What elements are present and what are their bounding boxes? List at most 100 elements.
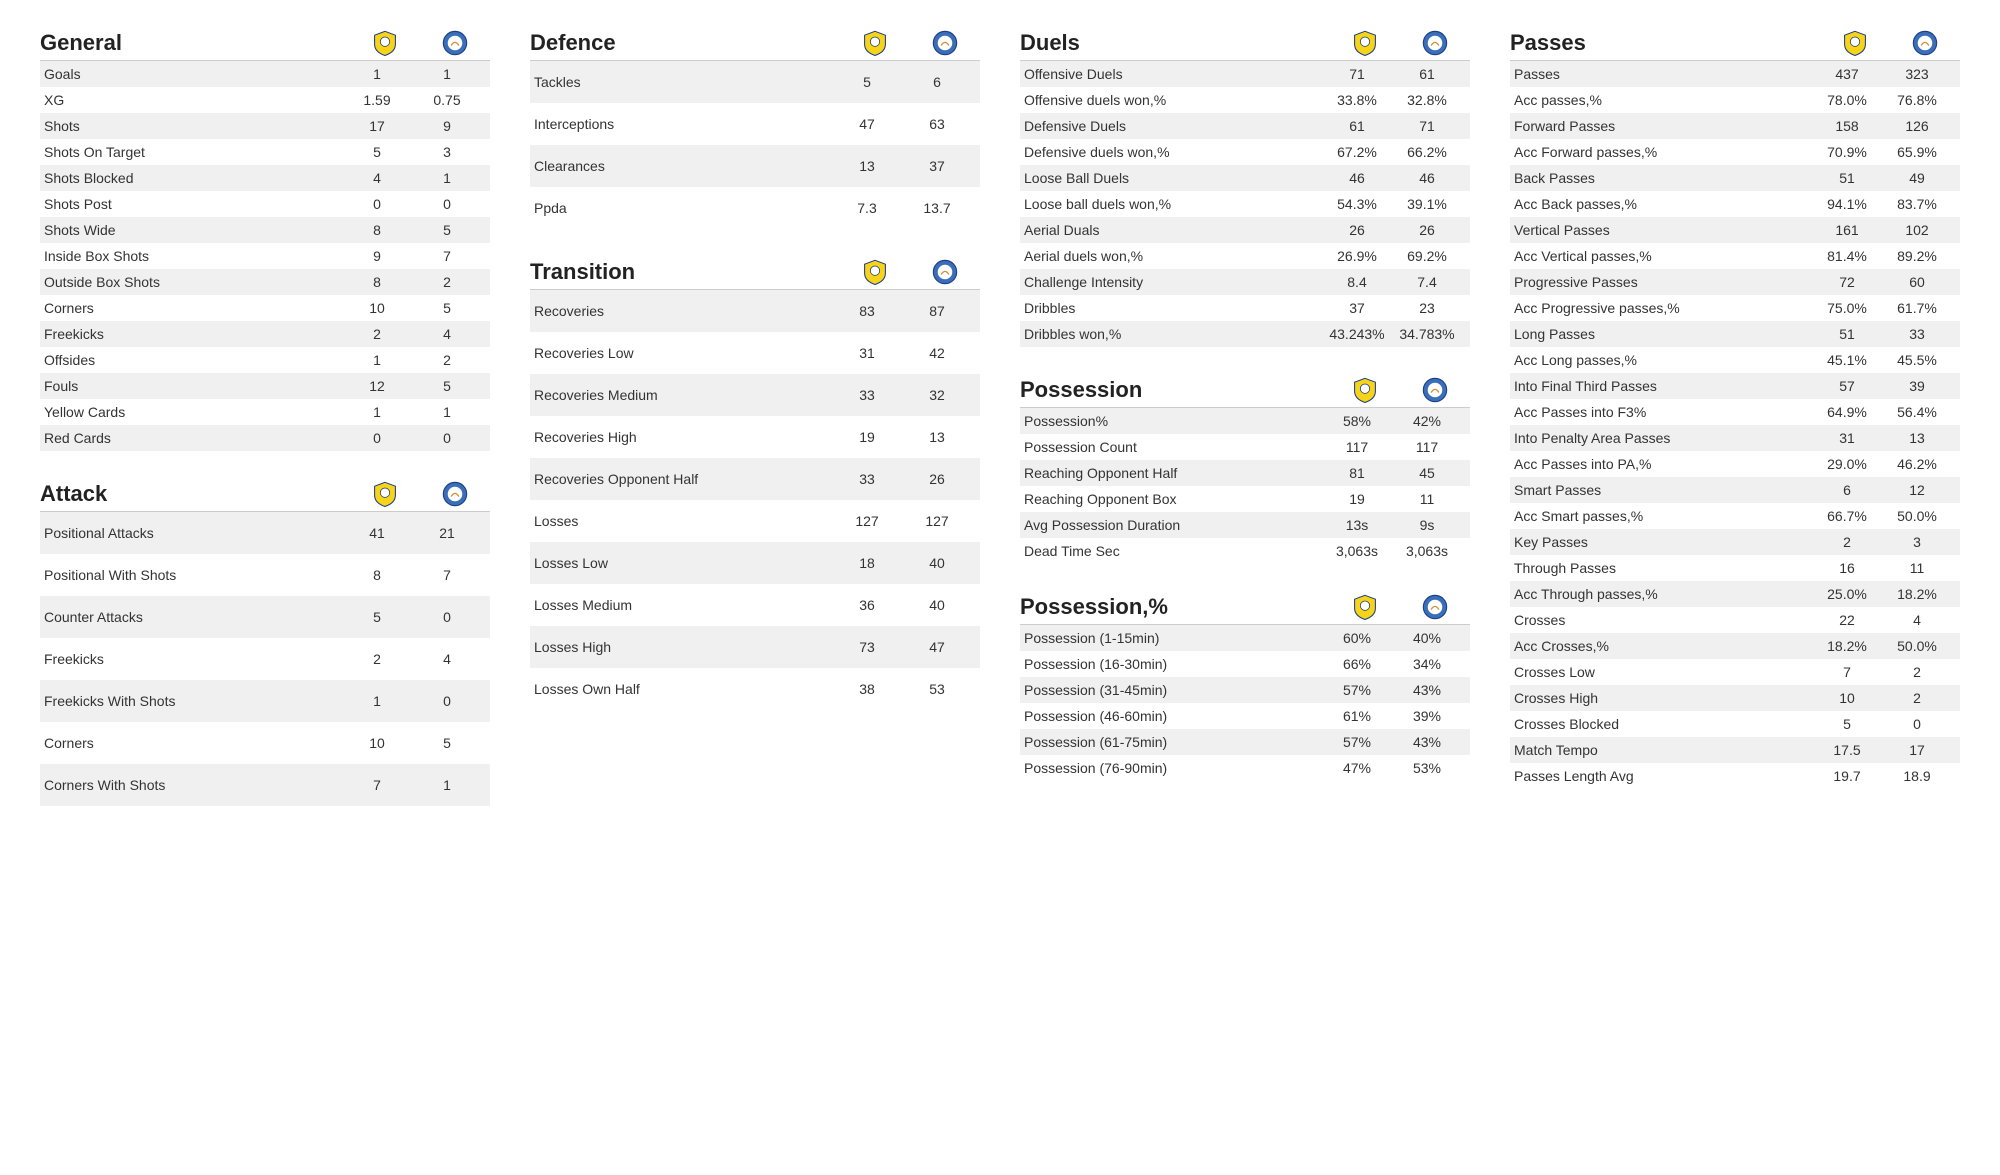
stat-value-team-a: 12 xyxy=(342,378,412,394)
stat-value-team-b: 0.75 xyxy=(412,92,482,108)
table-row: Aerial duels won,% 26.9% 69.2% xyxy=(1020,243,1470,269)
table-row: Shots 17 9 xyxy=(40,113,490,139)
table-row: Possession (46-60min) 61% 39% xyxy=(1020,703,1470,729)
table-row: XG 1.59 0.75 xyxy=(40,87,490,113)
stat-value-team-a: 2 xyxy=(342,651,412,667)
stat-value-team-a: 5 xyxy=(342,144,412,160)
team-a-crest xyxy=(350,30,420,56)
stat-label: Match Tempo xyxy=(1514,742,1812,758)
table-row: Recoveries Low 31 42 xyxy=(530,332,980,374)
section-possession_pct: Possession,% Possession (1-15min) 60% 40… xyxy=(1020,594,1470,781)
stat-value-team-b: 102 xyxy=(1882,222,1952,238)
stat-value-team-b: 60 xyxy=(1882,274,1952,290)
stat-label: Inside Box Shots xyxy=(44,248,342,264)
stat-value-team-a: 437 xyxy=(1812,66,1882,82)
stat-value-team-b: 33 xyxy=(1882,326,1952,342)
stat-label: Losses xyxy=(534,513,832,529)
team-b-crest-icon xyxy=(932,30,958,56)
stat-value-team-b: 5 xyxy=(412,378,482,394)
section-rows: Positional Attacks 41 21 Positional With… xyxy=(40,512,490,806)
stat-value-team-b: 126 xyxy=(1882,118,1952,134)
stat-value-team-a: 43.243% xyxy=(1322,326,1392,342)
stat-value-team-a: 22 xyxy=(1812,612,1882,628)
stat-value-team-a: 33 xyxy=(832,387,902,403)
table-row: Yellow Cards 1 1 xyxy=(40,399,490,425)
stat-value-team-a: 54.3% xyxy=(1322,196,1392,212)
stat-label: Ppda xyxy=(534,200,832,216)
stat-value-team-b: 5 xyxy=(412,300,482,316)
team-a-crest xyxy=(1330,377,1400,403)
table-row: Possession Count 117 117 xyxy=(1020,434,1470,460)
table-row: Match Tempo 17.5 17 xyxy=(1510,737,1960,763)
stat-label: Acc passes,% xyxy=(1514,92,1812,108)
team-b-crest-icon xyxy=(442,30,468,56)
stat-value-team-a: 25.0% xyxy=(1812,586,1882,602)
column-2: Defence Tackles 5 6 Interceptions 47 63 … xyxy=(530,30,980,710)
table-row: Through Passes 16 11 xyxy=(1510,555,1960,581)
section-title: General xyxy=(40,30,350,56)
section-rows: Offensive Duels 71 61 Offensive duels wo… xyxy=(1020,61,1470,347)
stat-value-team-b: 13 xyxy=(1882,430,1952,446)
team-a-crest-icon xyxy=(372,481,398,507)
stat-value-team-b: 37 xyxy=(902,158,972,174)
table-row: Freekicks 2 4 xyxy=(40,321,490,347)
team-b-crest xyxy=(420,481,490,507)
team-a-crest xyxy=(1330,30,1400,56)
stat-value-team-a: 37 xyxy=(1322,300,1392,316)
table-row: Losses Low 18 40 xyxy=(530,542,980,584)
stat-value-team-a: 18 xyxy=(832,555,902,571)
stat-label: Shots On Target xyxy=(44,144,342,160)
table-row: Fouls 12 5 xyxy=(40,373,490,399)
table-row: Inside Box Shots 9 7 xyxy=(40,243,490,269)
stat-value-team-b: 2 xyxy=(412,352,482,368)
stat-label: Possession (61-75min) xyxy=(1024,734,1322,750)
stat-value-team-a: 94.1% xyxy=(1812,196,1882,212)
table-row: Tackles 5 6 xyxy=(530,61,980,103)
team-a-crest-icon xyxy=(1842,30,1868,56)
stat-value-team-b: 2 xyxy=(1882,664,1952,680)
stat-label: Recoveries Low xyxy=(534,345,832,361)
stat-value-team-b: 61.7% xyxy=(1882,300,1952,316)
stat-value-team-a: 16 xyxy=(1812,560,1882,576)
stat-value-team-a: 71 xyxy=(1322,66,1392,82)
stat-value-team-a: 8.4 xyxy=(1322,274,1392,290)
stat-label: Possession (1-15min) xyxy=(1024,630,1322,646)
section-rows: Possession (1-15min) 60% 40% Possession … xyxy=(1020,625,1470,781)
table-row: Recoveries Medium 33 32 xyxy=(530,374,980,416)
stat-value-team-a: 66% xyxy=(1322,656,1392,672)
stat-label: Possession% xyxy=(1024,413,1322,429)
stat-label: Acc Through passes,% xyxy=(1514,586,1812,602)
stat-label: Into Penalty Area Passes xyxy=(1514,430,1812,446)
stat-value-team-a: 73 xyxy=(832,639,902,655)
stat-value-team-b: 6 xyxy=(902,74,972,90)
table-row: Red Cards 0 0 xyxy=(40,425,490,451)
table-row: Freekicks With Shots 1 0 xyxy=(40,680,490,722)
stat-value-team-b: 50.0% xyxy=(1882,508,1952,524)
stat-value-team-a: 1 xyxy=(342,352,412,368)
stat-label: Goals xyxy=(44,66,342,82)
stat-label: Dribbles xyxy=(1024,300,1322,316)
stat-value-team-a: 5 xyxy=(1812,716,1882,732)
stat-value-team-b: 83.7% xyxy=(1882,196,1952,212)
stat-label: Fouls xyxy=(44,378,342,394)
stat-value-team-a: 61 xyxy=(1322,118,1392,134)
stat-value-team-b: 53 xyxy=(902,681,972,697)
stat-label: Crosses xyxy=(1514,612,1812,628)
stat-value-team-a: 60% xyxy=(1322,630,1392,646)
table-row: Crosses High 10 2 xyxy=(1510,685,1960,711)
stat-value-team-b: 76.8% xyxy=(1882,92,1952,108)
stat-value-team-a: 81.4% xyxy=(1812,248,1882,264)
stat-value-team-a: 6 xyxy=(1812,482,1882,498)
stat-value-team-b: 45.5% xyxy=(1882,352,1952,368)
team-a-crest xyxy=(1820,30,1890,56)
stat-value-team-b: 26 xyxy=(902,471,972,487)
stat-value-team-b: 13.7 xyxy=(902,200,972,216)
stat-value-team-a: 78.0% xyxy=(1812,92,1882,108)
stat-label: Freekicks With Shots xyxy=(44,693,342,709)
stat-value-team-a: 161 xyxy=(1812,222,1882,238)
stat-value-team-a: 7 xyxy=(342,777,412,793)
table-row: Passes 437 323 xyxy=(1510,61,1960,87)
section-rows: Passes 437 323 Acc passes,% 78.0% 76.8% … xyxy=(1510,61,1960,789)
stat-label: Acc Passes into F3% xyxy=(1514,404,1812,420)
table-row: Defensive Duels 61 71 xyxy=(1020,113,1470,139)
